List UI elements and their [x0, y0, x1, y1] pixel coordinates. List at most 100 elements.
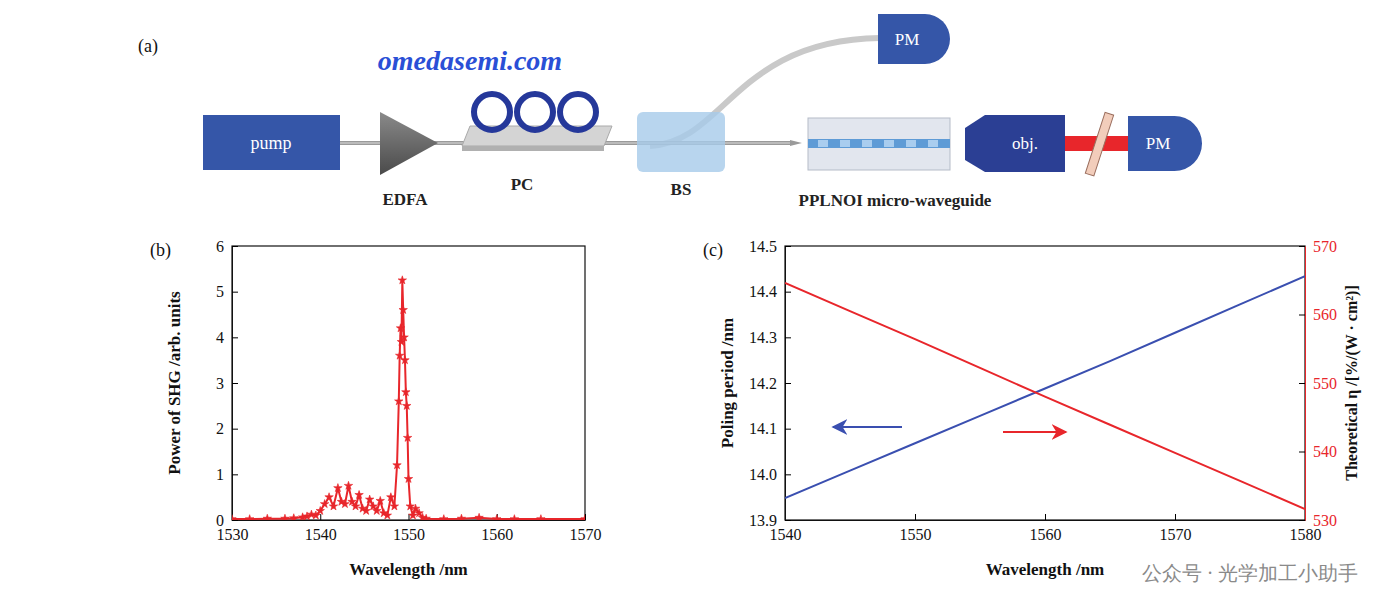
tick-label: 1570	[1160, 526, 1192, 543]
data-point	[245, 515, 253, 520]
tick-mark	[320, 514, 321, 520]
data-point	[365, 495, 373, 503]
tick: 540	[1299, 443, 1337, 460]
tick-label: 1560	[1030, 526, 1062, 543]
tick: 1550	[393, 514, 425, 543]
tick-label: 560	[1313, 306, 1337, 323]
data-point	[362, 506, 370, 514]
tick-mark	[785, 292, 791, 293]
tick-mark	[785, 520, 791, 521]
tick-label: 14.2	[749, 375, 777, 392]
chart-panel: (b)153015401550156015700123456Wavelength…	[150, 238, 602, 579]
poling-domain	[862, 140, 872, 147]
axis-line	[233, 520, 586, 521]
data-point	[398, 276, 406, 284]
tick-label: 1540	[770, 526, 802, 543]
tick-mark	[1045, 514, 1046, 520]
panel-label: (a)	[138, 36, 158, 57]
watermark: omedasemi.com	[378, 45, 562, 76]
tick: 570	[1299, 238, 1337, 255]
data-point	[373, 506, 381, 514]
tick: 13.9	[749, 512, 791, 529]
data-line	[785, 283, 1305, 509]
edfa	[380, 112, 438, 175]
data-point	[403, 433, 411, 441]
data-line	[785, 276, 1305, 498]
x-axis-title: Wavelength /nm	[986, 560, 1105, 579]
node-label: pump	[250, 133, 291, 153]
tick: 14.1	[749, 420, 791, 437]
waveguide-core	[808, 139, 950, 148]
data-point	[320, 500, 328, 508]
tick: 2	[216, 420, 238, 437]
tick-label: 550	[1313, 375, 1337, 392]
tick-label: 4	[216, 329, 224, 346]
data-point	[422, 514, 430, 520]
y2-axis-title: Theoretical η /[%/(W · cm²)]	[1343, 285, 1361, 480]
tick-mark	[1299, 452, 1305, 453]
data-point	[393, 461, 401, 469]
data-point	[402, 388, 410, 396]
data-point	[395, 351, 403, 359]
tick-mark	[585, 514, 586, 520]
tick-mark	[785, 429, 791, 430]
node-label: PM	[1146, 134, 1171, 153]
data-point	[400, 333, 408, 341]
objective	[965, 115, 1065, 172]
tick-label: 14.1	[749, 420, 777, 437]
tick-mark	[1299, 520, 1305, 521]
tick-mark	[232, 337, 238, 338]
tick-label: 1540	[305, 526, 337, 543]
data-point	[351, 502, 359, 510]
x-axis-title: Wavelength /nm	[349, 560, 468, 579]
poling-domain	[818, 140, 828, 147]
tick-label: 1570	[570, 526, 602, 543]
tick: 530	[1299, 512, 1337, 529]
tick: 3	[216, 375, 238, 392]
data-point	[510, 515, 518, 520]
data-point	[457, 514, 465, 520]
tick-mark	[232, 520, 238, 521]
tick: 1	[216, 466, 238, 483]
tick-mark	[232, 474, 238, 475]
arrow	[833, 426, 902, 428]
data-point	[281, 514, 289, 520]
tick-mark	[785, 246, 791, 247]
tick-label: 13.9	[749, 512, 777, 529]
panel-label: (b)	[150, 240, 171, 261]
tick-mark	[232, 246, 238, 247]
tick: 6	[216, 238, 238, 255]
data-point	[325, 493, 333, 501]
data-point	[403, 401, 411, 409]
data-point	[401, 356, 409, 364]
tick-label: 1	[216, 466, 224, 483]
tick: 14.3	[749, 329, 791, 346]
data-point	[404, 474, 412, 482]
pm-detector	[1128, 116, 1202, 171]
tick-label: 1550	[900, 526, 932, 543]
tick-mark	[232, 383, 238, 384]
tick-mark	[1299, 246, 1305, 247]
filter	[1085, 112, 1113, 176]
node-label: PPLNOI micro-waveguide	[799, 191, 992, 210]
poling-domain	[884, 140, 894, 147]
axis: 13.914.014.114.214.314.414.5	[749, 238, 791, 529]
tick-label: 2	[216, 420, 224, 437]
tick-label: 540	[1313, 443, 1337, 460]
y-axis-title: Power of SHG /arb. units	[165, 291, 184, 475]
data-point	[537, 515, 545, 520]
tick-mark	[1299, 315, 1305, 316]
data-point	[399, 306, 407, 314]
data-point	[581, 515, 585, 520]
tick-mark	[232, 292, 238, 293]
data-point	[334, 484, 342, 492]
pump-box	[203, 115, 340, 170]
tick-label: 1560	[481, 526, 513, 543]
pc-plate-side	[462, 146, 604, 151]
pc-loop	[474, 94, 510, 130]
tick: 1550	[900, 514, 932, 543]
tick: 14.5	[749, 238, 791, 255]
data-point	[232, 515, 236, 520]
data-point	[475, 513, 483, 520]
axis: 0123456	[216, 238, 238, 529]
